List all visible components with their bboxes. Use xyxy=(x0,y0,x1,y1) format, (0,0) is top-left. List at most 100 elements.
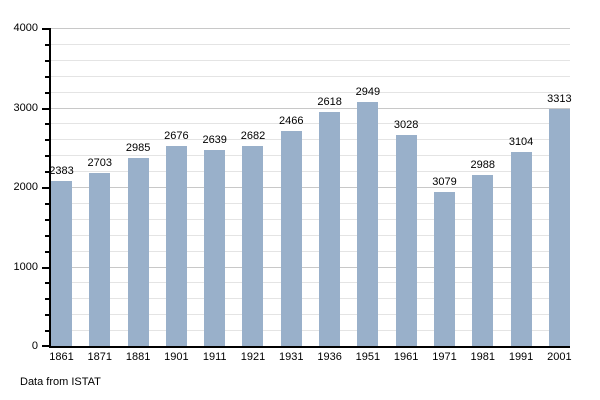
bar xyxy=(165,146,187,346)
bar-group-1881: 2985 1881 xyxy=(125,28,151,363)
bar xyxy=(548,109,570,346)
minor-y-tick xyxy=(45,123,49,125)
bar-group-1936: 2618 1936 xyxy=(317,28,342,363)
bar-group-1901: 2676 1901 xyxy=(164,28,189,363)
bar-value-label: 2985 xyxy=(125,142,151,154)
minor-y-tick xyxy=(45,139,49,141)
bar xyxy=(433,192,455,346)
bar xyxy=(357,102,379,346)
minor-y-tick xyxy=(45,298,49,300)
minor-y-tick xyxy=(45,76,49,78)
minor-y-tick xyxy=(45,314,49,316)
major-y-tick xyxy=(42,28,49,30)
bar-group-1871: 2703 1871 xyxy=(87,28,113,363)
bar-value-label: 2703 xyxy=(87,157,113,169)
minor-gridline xyxy=(51,155,570,156)
bar-group-1991: 3104 1991 xyxy=(508,28,534,363)
major-y-tick xyxy=(42,267,49,269)
bar-value-label: 2988 xyxy=(470,159,496,171)
minor-gridline xyxy=(51,76,570,77)
bar-value-label: 2618 xyxy=(317,96,342,108)
bar-group-2001: 3313 2001 xyxy=(547,28,572,363)
minor-gridline xyxy=(51,235,570,236)
y-axis-tick-label: 3000 xyxy=(13,102,38,114)
minor-y-tick xyxy=(45,60,49,62)
minor-gridline xyxy=(51,123,570,124)
minor-y-tick xyxy=(45,155,49,157)
minor-y-tick xyxy=(45,251,49,253)
x-axis-tick-label: 1901 xyxy=(164,351,189,363)
major-y-tick xyxy=(42,108,49,110)
minor-y-tick xyxy=(45,235,49,237)
bar-value-label: 2639 xyxy=(202,134,227,146)
bar-value-label: 2682 xyxy=(240,130,266,142)
bar-value-label: 3028 xyxy=(393,119,419,131)
minor-gridline xyxy=(51,171,570,172)
bar xyxy=(204,150,226,346)
minor-gridline xyxy=(51,203,570,204)
major-gridline xyxy=(51,108,570,109)
bar-group-1861: 2383 1861 xyxy=(49,28,74,363)
y-axis-tick-label: 1000 xyxy=(13,261,38,273)
major-gridline xyxy=(51,187,570,188)
bar xyxy=(89,173,111,346)
y-axis-tick-label: 0 xyxy=(31,340,38,352)
y-axis-tick-label: 2000 xyxy=(13,181,38,193)
bar-value-label: 3313 xyxy=(547,93,572,105)
bar-group-1951: 2949 1951 xyxy=(355,28,381,363)
minor-gridline xyxy=(51,330,570,331)
minor-gridline xyxy=(51,92,570,93)
bar xyxy=(51,181,72,346)
bar-group-1911: 2639 1911 xyxy=(202,28,227,363)
bar-group-1921: 2682 1921 xyxy=(240,28,266,363)
minor-gridline xyxy=(51,60,570,61)
minor-y-tick xyxy=(45,44,49,46)
x-axis-tick-label: 1961 xyxy=(393,351,419,363)
minor-gridline xyxy=(51,314,570,315)
x-axis-tick-label: 1931 xyxy=(279,351,304,363)
minor-y-tick xyxy=(45,282,49,284)
bars-container: 2383 1861 2703 1871 2985 1881 2676 1901 2639 1911… xyxy=(49,28,572,363)
bar-value-label: 2676 xyxy=(164,130,189,142)
bar-value-label: 3079 xyxy=(432,176,457,188)
bar xyxy=(280,131,302,346)
y-axis-tick-label: 4000 xyxy=(13,22,38,34)
x-axis-tick-label: 1881 xyxy=(125,351,151,363)
bar xyxy=(510,152,532,346)
x-axis-tick-label: 1911 xyxy=(202,351,227,363)
x-axis-tick-label: 1861 xyxy=(49,351,74,363)
minor-y-tick xyxy=(45,171,49,173)
minor-y-tick xyxy=(45,203,49,205)
major-y-tick xyxy=(42,345,49,347)
bar xyxy=(395,135,417,346)
bar-value-label: 2383 xyxy=(49,165,74,177)
minor-y-tick xyxy=(45,92,49,94)
x-axis-tick-label: 1936 xyxy=(317,351,342,363)
bar-group-1931: 2466 1931 xyxy=(279,28,304,363)
bar xyxy=(472,175,494,346)
y-axis-labels: 0 1000 2000 3000 4000 xyxy=(0,22,38,352)
x-axis-tick-label: 2001 xyxy=(547,351,572,363)
major-y-tick xyxy=(42,187,49,189)
minor-gridline xyxy=(51,219,570,220)
bar-group-1981: 2988 1981 xyxy=(470,28,496,363)
data-source-note: Data from ISTAT xyxy=(20,376,101,388)
x-axis-tick-label: 1971 xyxy=(432,351,457,363)
bar xyxy=(242,146,264,346)
bar xyxy=(127,158,149,346)
x-axis-tick-label: 1921 xyxy=(240,351,266,363)
bar-value-label: 2466 xyxy=(279,115,304,127)
major-gridline xyxy=(51,28,570,29)
x-axis-tick-label: 1981 xyxy=(470,351,496,363)
bar xyxy=(319,112,341,346)
bar-value-label: 3104 xyxy=(508,136,534,148)
bar-group-1971: 3079 1971 xyxy=(432,28,457,363)
x-axis-tick-label: 1951 xyxy=(355,351,381,363)
minor-y-tick xyxy=(45,219,49,221)
bar-group-1961: 3028 1961 xyxy=(393,28,419,363)
x-axis-tick-label: 1871 xyxy=(87,351,113,363)
minor-gridline xyxy=(51,139,570,140)
minor-gridline xyxy=(51,251,570,252)
bar-value-label: 2949 xyxy=(355,86,381,98)
